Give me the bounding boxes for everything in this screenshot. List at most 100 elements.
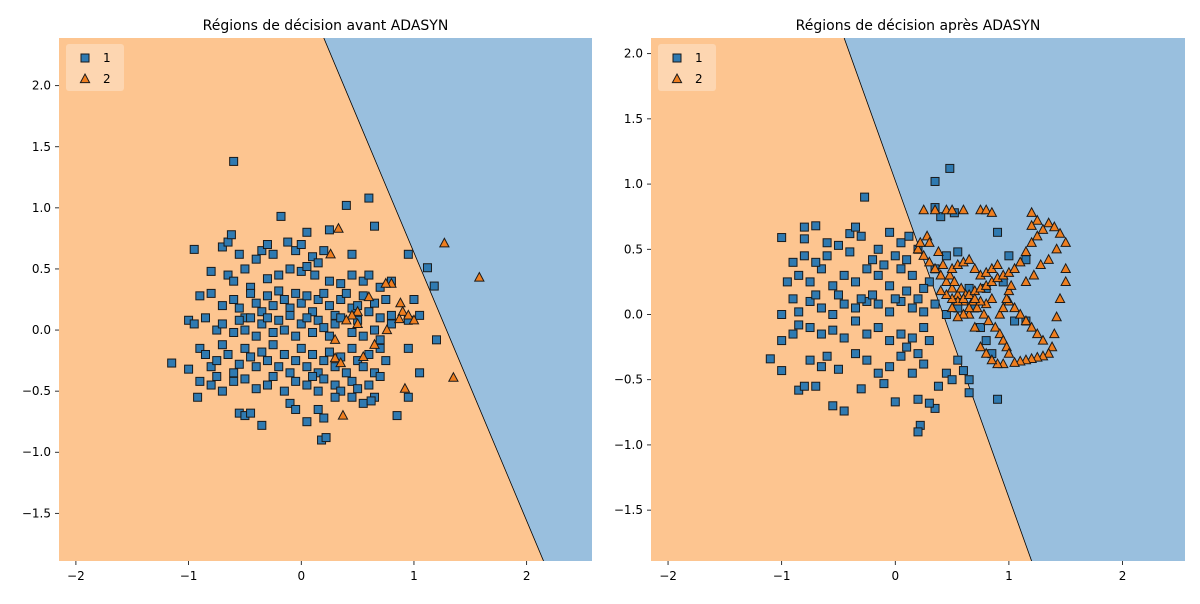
point-class-2 [992,258,1003,270]
point-class-1 [919,323,929,333]
point-class-1 [885,307,895,317]
point-class-1 [919,283,929,293]
point-class-1 [189,244,199,254]
point-class-1 [212,371,222,381]
legend: 12 [658,44,716,91]
point-class-1 [234,359,244,369]
point-class-2 [958,308,969,319]
legend-marker-square [672,53,682,63]
point-class-1 [274,315,284,325]
point-class-2 [329,333,341,344]
point-class-1 [828,281,838,291]
y-tick-label: −1.5 [22,506,51,520]
legend-label: 2 [103,72,111,86]
point-class-1 [845,247,855,257]
point-class-2 [337,409,349,420]
point-class-1 [358,362,368,372]
point-class-2 [1060,262,1072,273]
point-class-1 [206,362,216,372]
legend-box [658,44,716,91]
point-class-2 [1043,253,1055,264]
point-class-1 [816,264,826,274]
point-class-1 [930,299,940,309]
point-class-2 [918,249,930,260]
point-class-1 [811,221,821,231]
point-class-2 [1035,258,1047,270]
point-class-1 [206,288,216,298]
point-class-1 [924,398,934,408]
point-class-2 [1054,227,1066,238]
point-class-1 [341,368,351,378]
point-class-2 [1031,214,1043,225]
point-class-1 [811,290,821,300]
point-class-1 [257,347,267,357]
point-class-2 [914,236,926,247]
point-class-1 [958,366,968,376]
panel-after-adasyn: −2 −1 0 1 2−1.5−1.0−0.50.00.51.01.52.0Région… [614,18,1185,583]
point-class-1 [240,264,250,274]
point-class-1 [296,319,306,329]
point-class-2 [1026,352,1038,363]
point-class-2 [1009,262,1021,273]
point-class-1 [816,362,826,372]
y-tick-label: 0.0 [624,307,643,321]
point-class-1 [262,291,272,301]
x-tick-label: 1 [1005,569,1013,583]
point-class-1 [262,240,272,250]
data-points [765,163,1072,437]
point-class-1 [246,313,256,323]
point-class-1 [381,295,391,304]
point-class-1 [370,221,380,231]
point-class-2 [1037,334,1049,345]
point-class-1 [276,211,286,221]
point-class-1 [319,288,329,298]
point-class-1 [310,270,320,280]
x-tick-label: −2 [659,569,677,583]
point-class-2 [978,308,990,319]
point-class-1 [274,286,284,296]
legend: 12 [66,44,124,91]
point-class-1 [896,329,906,339]
point-class-1 [788,257,798,267]
point-class-1 [279,325,289,335]
point-class-1 [229,156,239,166]
point-class-1 [862,355,872,365]
point-class-2 [1043,217,1055,228]
point-class-1 [324,301,334,311]
point-class-2 [380,277,392,288]
point-class-1 [229,276,239,286]
point-class-1 [964,375,974,385]
point-class-2 [963,253,975,264]
point-class-1 [868,290,878,300]
point-class-1 [805,277,815,287]
point-class-1 [429,281,439,291]
point-class-1 [353,384,363,394]
point-class-1 [851,222,861,232]
point-class-1 [223,237,233,247]
point-class-2 [369,338,380,349]
x-tick-label: 2 [1119,569,1127,583]
point-class-2 [1037,223,1049,234]
point-class-1 [212,356,222,366]
point-class-2 [918,204,930,215]
legend-box [66,44,124,91]
point-class-1 [291,356,301,366]
point-class-2 [408,314,420,325]
point-class-1 [794,307,804,317]
point-class-1 [822,238,832,248]
point-class-2 [473,271,485,282]
point-class-1 [223,349,233,359]
point-class-2 [1026,206,1038,217]
point-class-1 [794,270,804,280]
point-class-1 [189,319,199,329]
y-tick-label: 1.5 [32,140,51,154]
point-class-2 [983,314,994,326]
point-class-1 [184,364,194,374]
point-class-1 [234,249,244,259]
point-class-2 [997,301,1009,313]
decision-boundary [843,38,1032,561]
x-tick-label: 1 [410,569,418,583]
legend-label: 2 [695,72,703,86]
y-tick-label: −1.0 [614,438,643,452]
point-class-1 [364,380,374,390]
